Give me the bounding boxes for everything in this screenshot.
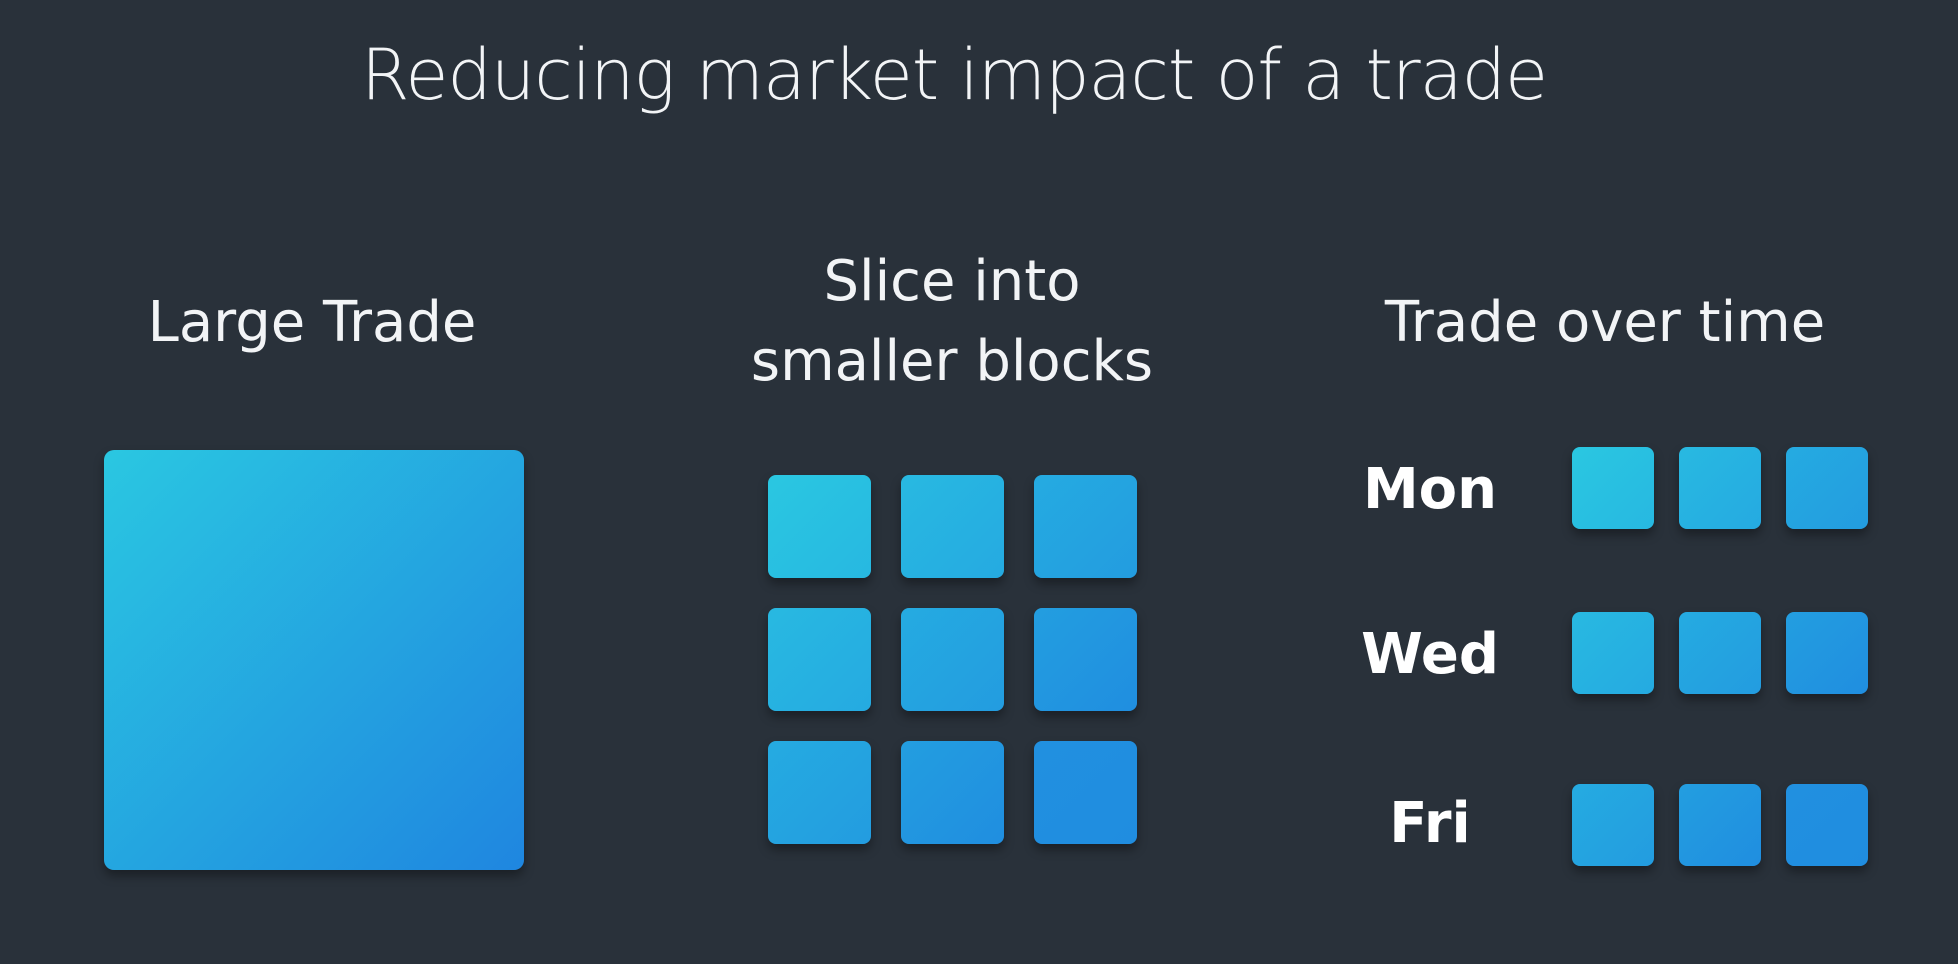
small-block-row-2-1 bbox=[768, 608, 871, 711]
trade-over-time-heading: Trade over time bbox=[1384, 290, 1826, 355]
slice-heading: Slice into smaller blocks bbox=[737, 242, 1167, 402]
day-block-fri-3 bbox=[1786, 784, 1868, 866]
small-block-row-2-2 bbox=[901, 608, 1004, 711]
day-label-fri: Fri bbox=[1389, 791, 1471, 856]
day-block-mon-1 bbox=[1572, 447, 1654, 529]
small-block-row-3-3 bbox=[1034, 741, 1137, 844]
day-block-mon-2 bbox=[1679, 447, 1761, 529]
small-block-row-3-2 bbox=[901, 741, 1004, 844]
small-block-row-3-1 bbox=[768, 741, 871, 844]
day-block-wed-1 bbox=[1572, 612, 1654, 694]
day-label-mon: Mon bbox=[1362, 457, 1498, 522]
small-block-row-1-3 bbox=[1034, 475, 1137, 578]
day-block-fri-2 bbox=[1679, 784, 1761, 866]
day-label-wed: Wed bbox=[1361, 622, 1499, 687]
large-trade-block bbox=[104, 450, 524, 870]
day-block-wed-3 bbox=[1786, 612, 1868, 694]
day-block-wed-2 bbox=[1679, 612, 1761, 694]
day-block-fri-1 bbox=[1572, 784, 1654, 866]
slide-title: Reducing market impact of a trade bbox=[360, 34, 1548, 116]
small-block-row-1-1 bbox=[768, 475, 871, 578]
large-trade-heading: Large Trade bbox=[147, 290, 477, 355]
small-block-row-1-2 bbox=[901, 475, 1004, 578]
slice-heading-line1: Slice into bbox=[823, 249, 1081, 314]
small-block-row-2-3 bbox=[1034, 608, 1137, 711]
day-block-mon-3 bbox=[1786, 447, 1868, 529]
slice-heading-line2: smaller blocks bbox=[750, 329, 1154, 394]
